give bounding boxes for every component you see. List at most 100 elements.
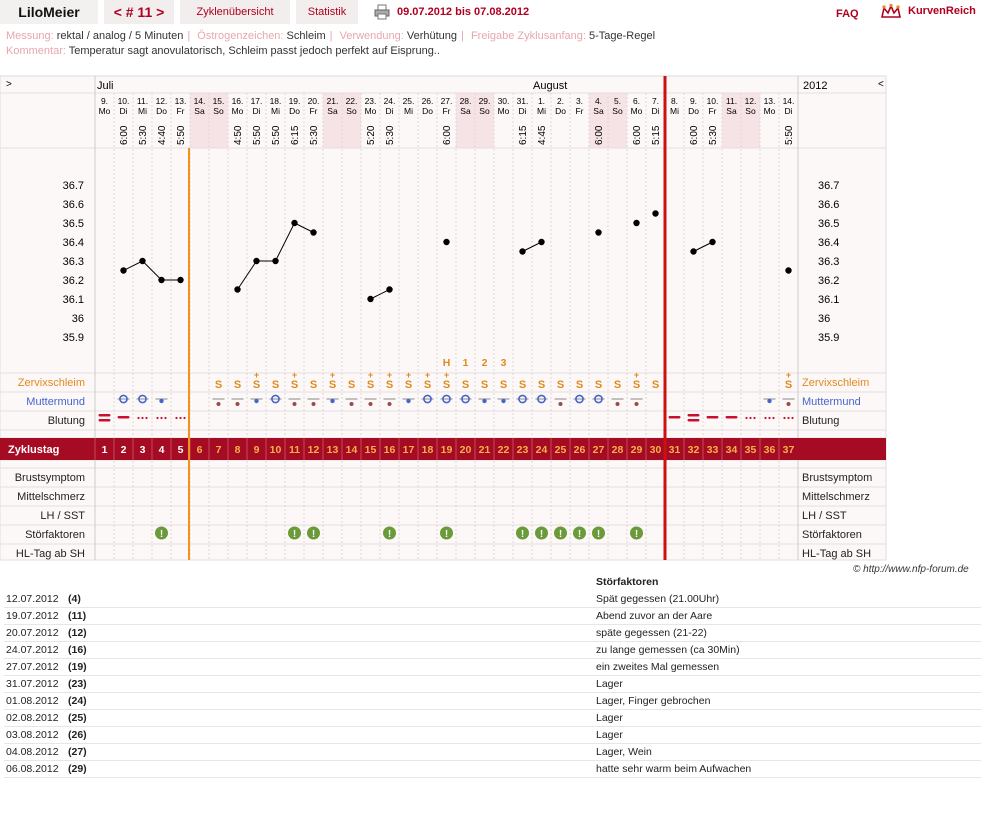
cycle-day-number: 3	[140, 444, 146, 456]
disturbance-icon-glyph: !	[540, 529, 543, 540]
day-weekday-label: Mo	[365, 106, 377, 116]
cervix-closed-marker	[292, 402, 297, 406]
peak-marker: H	[443, 357, 451, 369]
day-date-label: 9.	[690, 96, 697, 106]
row-label-right-bleed: Blutung	[802, 415, 839, 427]
brand-logo[interactable]: KurvenReich	[880, 3, 980, 21]
temperature-line	[123, 260, 143, 271]
bleeding-spot-mark	[160, 416, 163, 420]
brand-name: KurvenReich	[908, 5, 976, 17]
peak-marker: 3	[501, 357, 507, 369]
note-date: 03.08.2012	[6, 729, 59, 741]
note-row: 12.07.2012 (4) Spät gegessen (21.00Uhr)	[4, 590, 981, 608]
bleeding-spot-mark	[156, 416, 159, 420]
temperature-point	[139, 257, 146, 265]
temperature-point	[234, 286, 241, 293]
day-date-label: 1.	[538, 96, 545, 106]
mucus-symbol: S	[785, 379, 792, 391]
row-label-left-mouth: Muttermund	[26, 396, 85, 408]
cycle-overview-tab[interactable]: Zyklenübersicht	[180, 0, 290, 24]
cycle-day-number: 27	[593, 444, 605, 456]
note-cycle-day: (11)	[68, 610, 87, 622]
cycle-day-number: 32	[688, 444, 700, 456]
measure-time-label: 5:50	[252, 125, 263, 145]
y-tick-label-right: 36.3	[818, 256, 839, 268]
temperature-line	[693, 241, 713, 252]
meta-line-1: Messung: rektal / analog / 5 Minuten | Ös…	[6, 30, 656, 42]
day-date-label: 14.	[194, 96, 206, 106]
copyright: © http://www.nfp-forum.de	[853, 564, 969, 575]
temperature-point	[272, 257, 279, 265]
day-date-label: 8.	[671, 96, 678, 106]
temperature-point	[291, 219, 298, 227]
mucus-symbol: S	[500, 379, 507, 391]
cycle-day-number: 37	[783, 444, 795, 456]
weekend-column	[190, 93, 209, 148]
cervix-closed-marker	[368, 402, 373, 406]
mucus-symbol: S	[481, 379, 488, 391]
day-date-label: 23.	[365, 96, 377, 106]
cycle-day-number: 14	[346, 444, 358, 456]
peak-marker: 2	[482, 357, 488, 369]
note-date: 31.07.2012	[6, 678, 59, 690]
bleeding-spot-mark	[753, 416, 756, 420]
mucus-symbol: S	[462, 379, 469, 391]
bleeding-heavy-mark	[687, 419, 700, 422]
day-weekday-label: Fr	[575, 106, 583, 116]
cervix-open-marker	[461, 394, 470, 404]
faq-link[interactable]: FAQ	[836, 8, 859, 20]
note-text: hatte sehr warm beim Aufwachen	[596, 763, 752, 775]
temperature-point	[120, 267, 127, 274]
note-text: Lager	[596, 712, 623, 724]
note-text: Abend zuvor an der Aare	[596, 610, 713, 622]
mucus-plus-symbol: +	[406, 370, 411, 380]
mucus-symbol: S	[291, 379, 298, 391]
note-date: 06.08.2012	[6, 763, 59, 775]
bleeding-spot-mark	[768, 416, 771, 420]
disturbance-icon	[630, 526, 643, 540]
note-text: zu lange gemessen (ca 30Min)	[596, 644, 740, 656]
printer-icon[interactable]	[374, 4, 390, 20]
bleeding-medium-mark	[117, 416, 130, 419]
note-date: 12.07.2012	[6, 593, 59, 605]
temperature-line	[237, 260, 257, 290]
cycle-nav-tab[interactable]: < # 11 >	[104, 0, 174, 24]
chart-nav-right: <	[878, 79, 884, 90]
mucus-symbol: S	[253, 379, 260, 391]
mucus-plus-symbol: +	[425, 370, 430, 380]
day-date-label: 27.	[441, 96, 453, 106]
measure-time-label: 5:30	[385, 125, 396, 145]
cycle-day-number: 13	[327, 444, 339, 456]
cycle-day-number: 20	[460, 444, 472, 456]
note-row: 27.07.2012 (19) ein zweites Mal gemessen	[4, 658, 981, 676]
measure-time-label: 5:15	[651, 125, 662, 145]
note-row: 20.07.2012 (12) späte gegessen (21-22)	[4, 624, 981, 642]
mucus-symbol: S	[272, 379, 279, 391]
note-date: 24.07.2012	[6, 644, 59, 656]
temperature-line	[370, 289, 390, 300]
cycle-day-band-label: Zyklustag	[8, 444, 59, 456]
day-weekday-label: Mi	[404, 106, 413, 116]
note-text: Lager, Finger gebrochen	[596, 695, 711, 707]
mucus-symbol: S	[633, 379, 640, 391]
day-weekday-label: Di	[784, 106, 792, 116]
day-weekday-label: Di	[651, 106, 659, 116]
y-tick-label-left: 36.7	[63, 180, 84, 192]
y-tick-label-left: 36	[72, 313, 84, 325]
disturbance-icon-glyph: !	[293, 529, 296, 540]
bleeding-spot-mark	[783, 416, 786, 420]
bleeding-spot-mark	[141, 416, 144, 420]
user-tab[interactable]: LiloMeier	[0, 0, 98, 24]
chart-frame	[0, 75, 887, 561]
month-label-august: August	[533, 80, 567, 92]
y-tick-label-left: 36.1	[63, 294, 84, 306]
day-weekday-label: Di	[119, 106, 127, 116]
note-date: 20.07.2012	[6, 627, 59, 639]
day-date-label: 4.	[595, 96, 602, 106]
statistics-tab[interactable]: Statistik	[296, 0, 358, 24]
cervix-small-marker	[159, 398, 164, 404]
row-label-right-disturb: Störfaktoren	[802, 529, 862, 541]
cycle-day-number: 36	[764, 444, 776, 456]
cycle-day-number: 25	[555, 444, 567, 456]
day-weekday-label: Sa	[726, 106, 737, 116]
